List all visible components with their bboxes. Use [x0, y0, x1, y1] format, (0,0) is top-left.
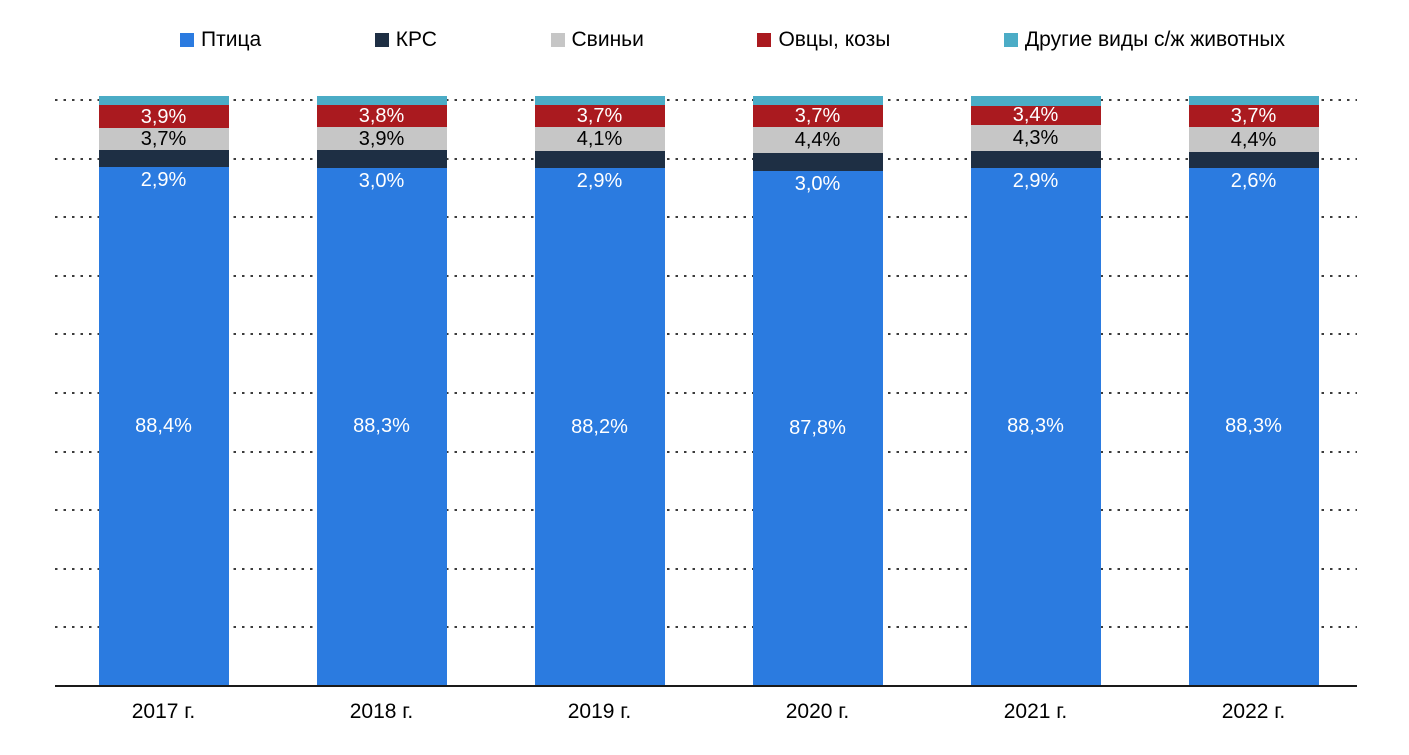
- bar-segment-other-animals[interactable]: [534, 96, 665, 106]
- x-axis-label-2018: 2018 г.: [349, 700, 414, 723]
- bar-segment-pigs[interactable]: 4,3%: [970, 125, 1101, 151]
- bar-segment-pigs[interactable]: 4,1%: [534, 127, 665, 152]
- bar-value-label: 4,1%: [576, 128, 623, 151]
- gridline: [55, 333, 1357, 336]
- bar-segment-other-animals[interactable]: [1188, 96, 1319, 105]
- x-axis-label-2020: 2020 г.: [785, 700, 850, 723]
- plot-area: 3,9% 3,7% 2,9% 88,4% 3,8% 3,9% 3,0% 88,3% 3,7% 4,…: [55, 95, 1357, 687]
- bar-segment-sheep-goats[interactable]: 3,7%: [1188, 104, 1319, 127]
- bar-value-label: 87,8%: [789, 416, 846, 439]
- legend-item-other-animals[interactable]: Другие виды с/ж животных: [1003, 28, 1285, 52]
- bar-segment-cattle[interactable]: 3,0%: [316, 150, 447, 192]
- bar-value-label: 3,0%: [358, 169, 405, 192]
- gridline: [55, 509, 1357, 512]
- bar-value-label: 88,3%: [1225, 415, 1282, 438]
- bar-value-label: 2,9%: [140, 169, 187, 191]
- legend-swatch-cattle: [374, 33, 389, 47]
- bar-segment-cattle[interactable]: 2,9%: [98, 150, 229, 191]
- bar-segment-pigs[interactable]: 4,4%: [1188, 126, 1319, 153]
- x-axis-label-2019: 2019 г.: [567, 700, 632, 723]
- gridline: [55, 450, 1357, 453]
- bar-segment-poultry[interactable]: 88,2%: [534, 168, 665, 685]
- bar-segment-sheep-goats[interactable]: 3,4%: [970, 104, 1101, 127]
- bar-segment-poultry[interactable]: 88,3%: [316, 167, 447, 685]
- legend-item-pigs[interactable]: Свиньи: [550, 28, 644, 52]
- gridline: [55, 157, 1357, 160]
- bar-segment-poultry[interactable]: 87,8%: [752, 170, 883, 685]
- x-axis-labels: 2017 г. 2018 г. 2019 г. 2020 г. 2021 г. 2022 …: [55, 700, 1357, 730]
- legend-swatch-other-animals: [1003, 33, 1018, 47]
- bar-2021: 3,4% 4,3% 2,9% 88,3%: [970, 96, 1101, 685]
- legend-swatch-pigs: [550, 33, 565, 47]
- bar-segment-pigs[interactable]: 3,9%: [316, 127, 447, 151]
- bar-segment-other-animals[interactable]: [316, 95, 447, 105]
- bar-segment-poultry[interactable]: 88,4%: [98, 167, 229, 685]
- bar-value-label: 2,6%: [1230, 169, 1277, 192]
- bar-segment-poultry[interactable]: 88,3%: [1188, 167, 1319, 685]
- legend-swatch-poultry: [180, 33, 194, 47]
- bar-segment-sheep-goats[interactable]: 3,7%: [534, 105, 665, 128]
- gridline: [55, 216, 1357, 219]
- bar-2017: 3,9% 3,7% 2,9% 88,4%: [98, 96, 229, 685]
- chart-legend: Птица КРС Свиньи Овцы, козы Другие виды с/ж …: [180, 28, 1285, 52]
- legend-swatch-sheep-goats: [757, 33, 772, 47]
- legend-item-poultry[interactable]: Птица: [180, 28, 261, 52]
- bar-value-label: 3,9%: [140, 105, 187, 128]
- bar-segment-pigs[interactable]: 4,4%: [752, 127, 883, 153]
- gridline: [55, 392, 1357, 394]
- bar-segment-sheep-goats[interactable]: 3,7%: [752, 105, 883, 128]
- legend-item-cattle[interactable]: КРС: [374, 28, 437, 52]
- bar-value-label: 4,4%: [794, 129, 841, 151]
- bar-value-label: 88,3%: [1007, 415, 1064, 438]
- legend-item-sheep-goats[interactable]: Овцы, козы: [757, 28, 890, 52]
- bar-value-label: 4,4%: [1230, 128, 1277, 151]
- bar-value-label: 4,3%: [1012, 127, 1059, 150]
- bar-value-label: 3,7%: [140, 128, 187, 151]
- bar-segment-cattle[interactable]: 2,6%: [1188, 152, 1319, 192]
- x-axis-label-2017: 2017 г.: [131, 700, 196, 723]
- legend-item-label: Свиньи: [571, 28, 644, 51]
- bar-segment-other-animals[interactable]: [752, 96, 883, 106]
- bar-segment-cattle[interactable]: 2,9%: [970, 150, 1101, 192]
- gridline: [55, 567, 1357, 570]
- bar-segment-cattle[interactable]: 2,9%: [534, 151, 665, 192]
- gridline: [55, 274, 1357, 277]
- bar-value-label: 3,4%: [1012, 104, 1059, 127]
- legend-item-label: КРС: [395, 28, 437, 51]
- legend-item-label: Овцы, козы: [778, 28, 891, 51]
- bar-2018: 3,8% 3,9% 3,0% 88,3%: [316, 95, 447, 685]
- bar-2022: 3,7% 4,4% 2,6% 88,3%: [1188, 96, 1319, 685]
- bar-segment-poultry[interactable]: 88,3%: [970, 167, 1101, 685]
- bar-value-label: 3,7%: [576, 105, 623, 128]
- x-axis-line: [55, 685, 1357, 687]
- x-axis-label-2021: 2021 г.: [1003, 700, 1068, 723]
- bar-segment-other-animals[interactable]: [98, 96, 229, 106]
- bar-value-label: 3,7%: [794, 105, 841, 128]
- bar-segment-other-animals[interactable]: [970, 96, 1101, 106]
- bar-value-label: 3,8%: [358, 104, 405, 127]
- gridline: [55, 99, 1357, 101]
- x-axis-label-2022: 2022 г.: [1221, 700, 1286, 723]
- bar-value-label: 88,4%: [135, 415, 192, 437]
- bar-segment-cattle[interactable]: 3,0%: [752, 152, 883, 195]
- bar-value-label: 3,9%: [358, 127, 405, 150]
- bar-segment-sheep-goats[interactable]: 3,8%: [316, 104, 447, 128]
- gridline: [55, 626, 1357, 629]
- bar-value-label: 3,0%: [794, 172, 841, 195]
- bar-value-label: 3,7%: [1230, 104, 1277, 127]
- bar-value-label: 88,3%: [353, 415, 410, 438]
- bar-segment-pigs[interactable]: 3,7%: [98, 128, 229, 151]
- bar-2019: 3,7% 4,1% 2,9% 88,2%: [534, 96, 665, 685]
- legend-item-label: Птица: [201, 28, 262, 51]
- legend-item-label: Другие виды с/ж животных: [1024, 28, 1285, 51]
- bar-segment-sheep-goats[interactable]: 3,9%: [98, 105, 229, 129]
- bar-value-label: 2,9%: [1012, 169, 1059, 192]
- bar-value-label: 2,9%: [576, 170, 623, 193]
- bar-value-label: 88,2%: [571, 415, 628, 438]
- bar-2020: 3,7% 4,4% 3,0% 87,8%: [752, 96, 883, 685]
